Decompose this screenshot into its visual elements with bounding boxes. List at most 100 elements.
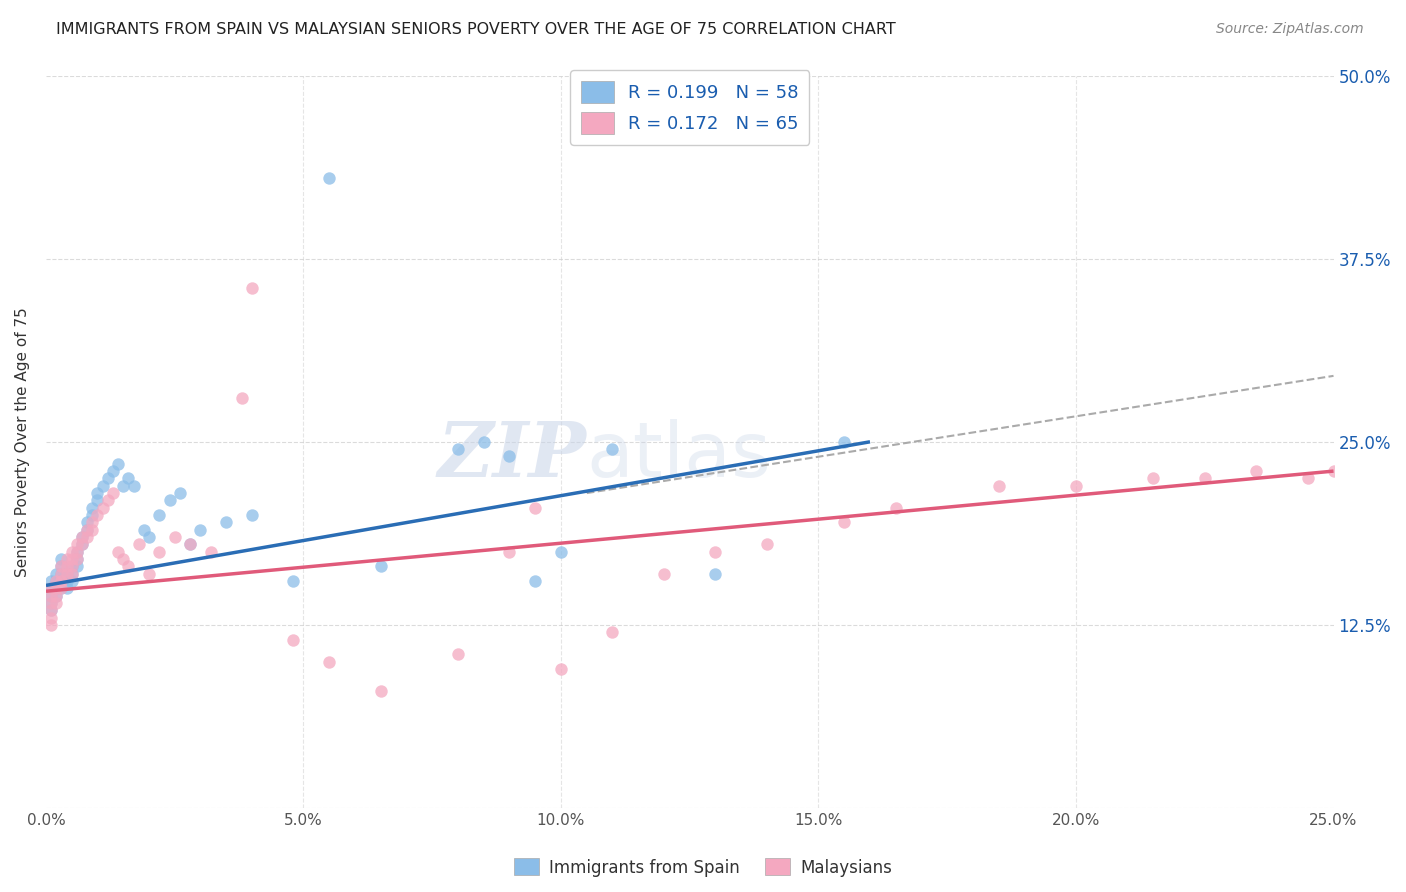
Point bbox=[550, 662, 572, 676]
Point bbox=[602, 625, 624, 640]
Point bbox=[524, 500, 547, 515]
Point bbox=[107, 457, 129, 471]
Point bbox=[60, 574, 83, 588]
Point bbox=[55, 566, 77, 581]
Point bbox=[70, 530, 93, 544]
Point bbox=[652, 566, 675, 581]
Point bbox=[190, 523, 212, 537]
Point bbox=[86, 486, 108, 500]
Point bbox=[82, 500, 104, 515]
Point bbox=[39, 603, 62, 617]
Point bbox=[884, 500, 907, 515]
Point bbox=[82, 523, 104, 537]
Point bbox=[1194, 471, 1216, 485]
Point bbox=[91, 500, 114, 515]
Point bbox=[112, 552, 135, 566]
Point bbox=[51, 574, 73, 588]
Point bbox=[148, 544, 170, 558]
Point bbox=[832, 434, 855, 449]
Point bbox=[82, 508, 104, 522]
Point bbox=[128, 537, 150, 551]
Point bbox=[101, 464, 124, 478]
Point bbox=[318, 171, 340, 186]
Point bbox=[132, 523, 155, 537]
Point bbox=[66, 559, 89, 574]
Point bbox=[39, 618, 62, 632]
Point bbox=[117, 471, 139, 485]
Point bbox=[1246, 464, 1268, 478]
Point bbox=[240, 281, 263, 295]
Point bbox=[117, 559, 139, 574]
Point bbox=[159, 493, 181, 508]
Point bbox=[39, 589, 62, 603]
Point bbox=[45, 566, 67, 581]
Point bbox=[1142, 471, 1164, 485]
Point bbox=[240, 508, 263, 522]
Point bbox=[66, 552, 89, 566]
Point bbox=[91, 479, 114, 493]
Point bbox=[45, 589, 67, 603]
Point bbox=[231, 391, 253, 405]
Point bbox=[55, 559, 77, 574]
Point bbox=[45, 582, 67, 596]
Point bbox=[39, 596, 62, 610]
Legend: R = 0.199   N = 58, R = 0.172   N = 65: R = 0.199 N = 58, R = 0.172 N = 65 bbox=[571, 70, 810, 145]
Point bbox=[76, 516, 98, 530]
Point bbox=[39, 582, 62, 596]
Point bbox=[60, 559, 83, 574]
Point bbox=[39, 610, 62, 624]
Point bbox=[55, 582, 77, 596]
Point bbox=[45, 582, 67, 596]
Point bbox=[283, 632, 305, 647]
Text: Source: ZipAtlas.com: Source: ZipAtlas.com bbox=[1216, 22, 1364, 37]
Point bbox=[472, 434, 495, 449]
Point bbox=[82, 516, 104, 530]
Point bbox=[498, 544, 520, 558]
Point bbox=[987, 479, 1010, 493]
Point bbox=[39, 574, 62, 588]
Point bbox=[112, 479, 135, 493]
Point bbox=[498, 450, 520, 464]
Point bbox=[60, 552, 83, 566]
Point bbox=[122, 479, 145, 493]
Point bbox=[39, 589, 62, 603]
Point bbox=[45, 574, 67, 588]
Point bbox=[45, 596, 67, 610]
Point bbox=[179, 537, 201, 551]
Point bbox=[39, 596, 62, 610]
Point bbox=[86, 493, 108, 508]
Point bbox=[756, 537, 779, 551]
Point bbox=[138, 566, 160, 581]
Point bbox=[51, 582, 73, 596]
Point bbox=[97, 493, 120, 508]
Point bbox=[45, 574, 67, 588]
Point bbox=[704, 544, 727, 558]
Y-axis label: Seniors Poverty Over the Age of 75: Seniors Poverty Over the Age of 75 bbox=[15, 307, 30, 576]
Point bbox=[60, 544, 83, 558]
Point bbox=[51, 552, 73, 566]
Point bbox=[51, 559, 73, 574]
Point bbox=[1296, 471, 1319, 485]
Point bbox=[318, 655, 340, 669]
Point bbox=[169, 486, 191, 500]
Point bbox=[55, 552, 77, 566]
Point bbox=[51, 582, 73, 596]
Text: IMMIGRANTS FROM SPAIN VS MALAYSIAN SENIORS POVERTY OVER THE AGE OF 75 CORRELATIO: IMMIGRANTS FROM SPAIN VS MALAYSIAN SENIO… bbox=[56, 22, 896, 37]
Point bbox=[200, 544, 222, 558]
Point bbox=[60, 566, 83, 581]
Point bbox=[70, 530, 93, 544]
Point bbox=[550, 544, 572, 558]
Point bbox=[447, 442, 470, 457]
Point bbox=[370, 559, 392, 574]
Point bbox=[1322, 464, 1344, 478]
Point bbox=[1064, 479, 1087, 493]
Point bbox=[70, 537, 93, 551]
Point bbox=[215, 516, 238, 530]
Point bbox=[76, 523, 98, 537]
Point bbox=[45, 589, 67, 603]
Point bbox=[179, 537, 201, 551]
Point bbox=[447, 647, 470, 661]
Point bbox=[832, 516, 855, 530]
Point bbox=[66, 552, 89, 566]
Point bbox=[107, 544, 129, 558]
